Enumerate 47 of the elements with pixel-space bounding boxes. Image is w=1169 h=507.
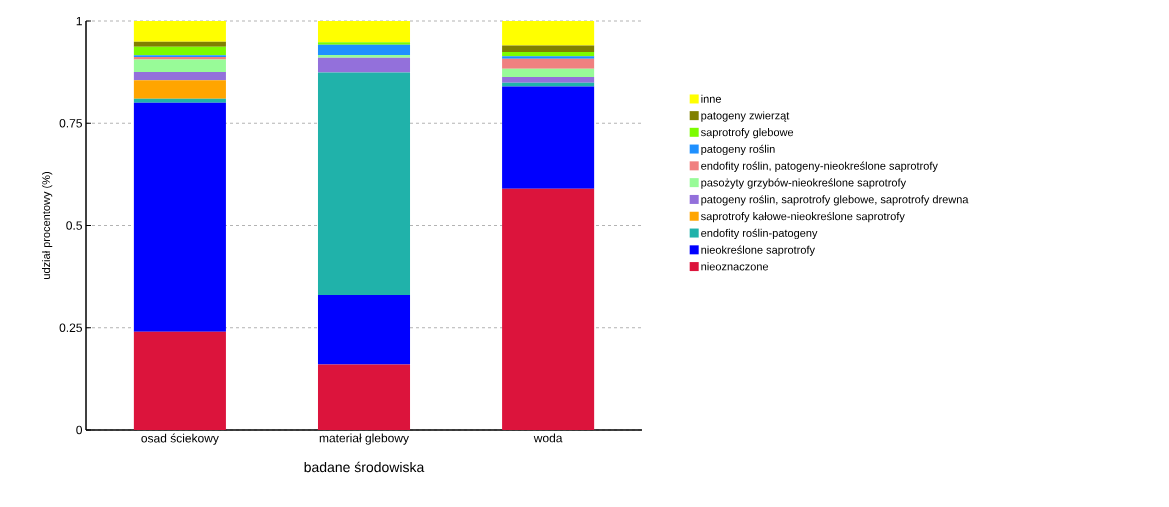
x-tick-label: materiał glebowy	[319, 433, 409, 445]
legend-label: patogeny roślin	[701, 144, 775, 156]
legend-label: saprotrofy glebowe	[701, 128, 794, 139]
bar	[502, 77, 595, 83]
y-tick-label: 0	[76, 425, 83, 435]
legend-label: inne	[701, 94, 721, 103]
legend-label: endofity roślin-patogeny	[701, 228, 818, 240]
bar	[133, 46, 226, 56]
bar	[133, 41, 226, 47]
bar	[502, 188, 595, 430]
bar	[317, 364, 411, 430]
bar	[133, 59, 226, 73]
bar	[133, 21, 226, 42]
legend-label: endofity roślin, patogeny-nieokreślone saprotrofy	[701, 161, 938, 172]
bar	[317, 57, 411, 73]
bar	[133, 102, 226, 332]
x-axis-title: badane środowiska	[304, 461, 425, 473]
bar	[502, 68, 595, 78]
y-axis-title: udział procentowy (%)	[42, 172, 53, 279]
legend-label: pasożyty grzybów-nieokreślone saprotrofy	[701, 178, 907, 189]
bar	[502, 52, 595, 57]
bar	[317, 44, 411, 55]
y-tick-label: 0.75	[59, 119, 82, 128]
bar	[502, 86, 595, 189]
bar	[317, 72, 411, 296]
y-tick-label: 0.5	[66, 221, 82, 230]
bar	[317, 42, 411, 45]
bar	[502, 56, 595, 59]
bar	[502, 21, 595, 46]
legend-label: patogeny zwierząt	[701, 111, 790, 122]
bar	[317, 21, 411, 43]
bar	[133, 80, 226, 99]
x-tick-label: woda	[533, 433, 563, 443]
legend-label: saprotrofy kałowe-nieokreślone saprotrofy	[701, 211, 905, 223]
bar	[317, 295, 411, 365]
bar	[502, 45, 595, 53]
bar	[133, 98, 226, 103]
legend-label: nieokreślone saprotrofy	[701, 245, 815, 256]
bar	[133, 72, 226, 81]
x-tick-label: osad ściekowy	[141, 433, 219, 445]
bar	[502, 58, 595, 69]
y-tick-label: 1	[76, 16, 82, 26]
bar	[317, 54, 411, 58]
bar	[133, 331, 226, 430]
y-tick-label: 0.25	[59, 323, 82, 332]
legend-label: nieoznaczone	[701, 262, 769, 271]
legend-label: patogeny roślin, saprotrofy glebowe, saprotrofy drewna	[701, 195, 969, 206]
